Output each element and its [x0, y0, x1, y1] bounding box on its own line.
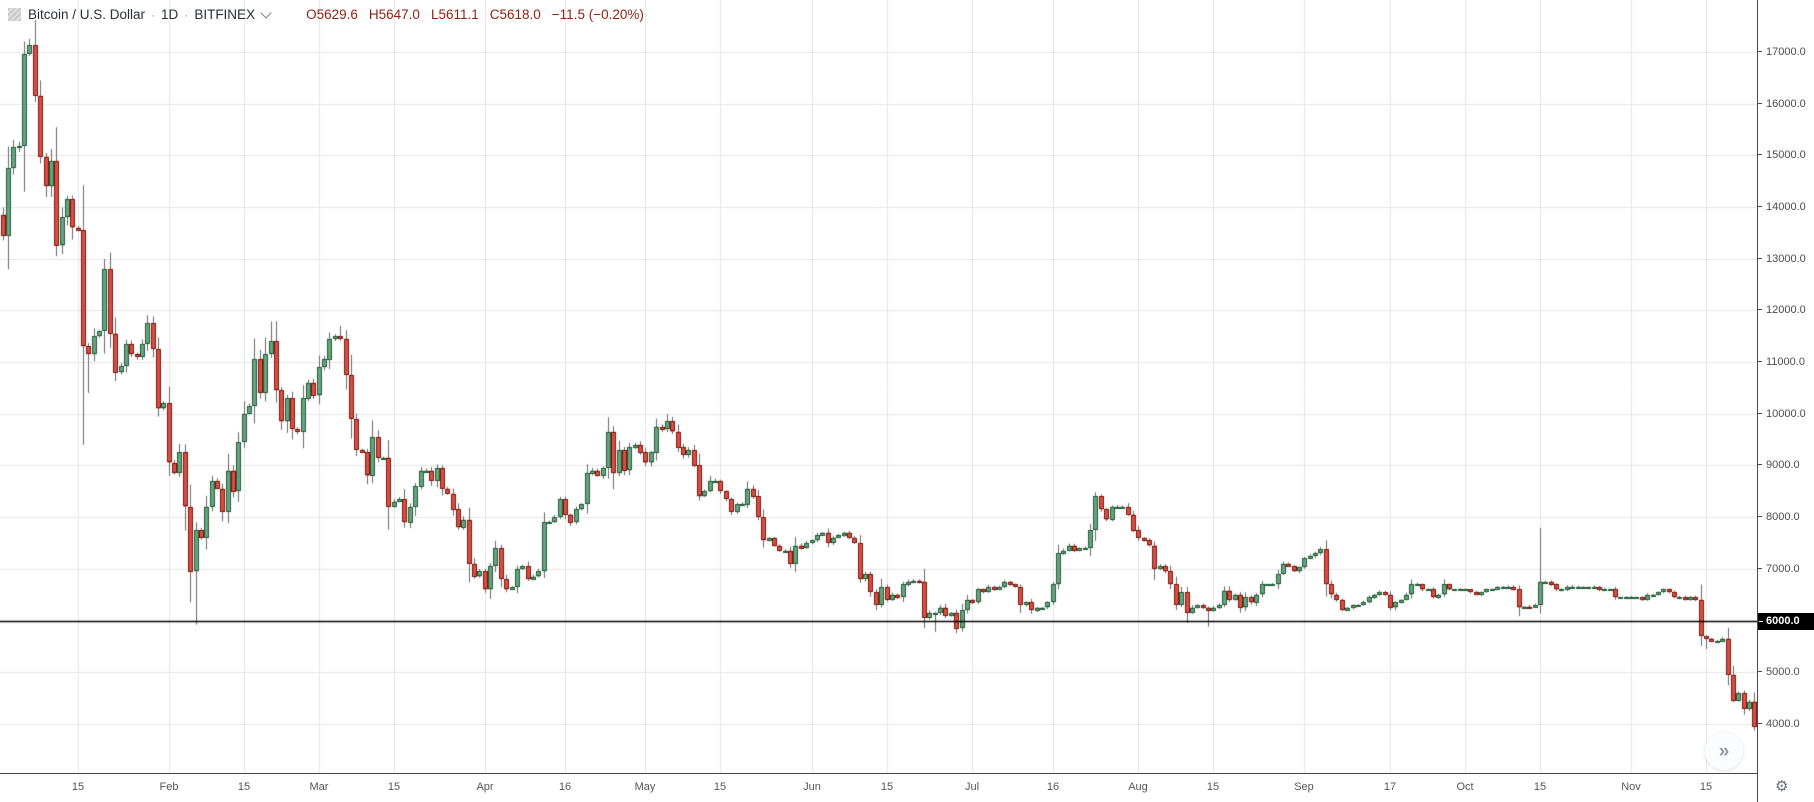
price-axis[interactable]: 17000.0 16000.0 15000.0 14000.0 13000.0 12000… [1757, 0, 1814, 802]
time-tick-label: 15 [1699, 781, 1713, 793]
time-tick-label: Aug [1128, 781, 1148, 793]
time-tick-label: Jul [964, 781, 980, 793]
price-line-label: 6000.0 [1758, 613, 1814, 630]
time-tick-label: 15 [71, 781, 85, 793]
time-tick-label: May [634, 781, 656, 793]
time-tick-label: Nov [1621, 781, 1641, 793]
time-tick-label: Mar [309, 781, 329, 793]
time-tick-label: 17 [1383, 781, 1397, 793]
separator-dot: · [151, 7, 156, 22]
time-tick-label: 15 [1206, 781, 1220, 793]
time-tick-label: 15 [713, 781, 727, 793]
time-tick-label: Sep [1294, 781, 1314, 793]
chevron-down-icon[interactable] [260, 7, 272, 19]
time-tick-label: Oct [1456, 781, 1474, 793]
open-value: O5629.6 [306, 7, 358, 22]
time-tick-label: 16 [558, 781, 572, 793]
time-tick-label: 15 [1533, 781, 1547, 793]
interval-label[interactable]: 1D [161, 7, 179, 22]
candlestick-chart[interactable] [0, 0, 1757, 773]
double-chevron-right-icon: » [1718, 740, 1730, 762]
time-tick-label: Feb [159, 781, 179, 793]
gear-icon[interactable]: ⚙ [1775, 778, 1789, 795]
separator-dot: · [184, 7, 189, 22]
time-tick-label: 16 [1046, 781, 1060, 793]
ohlc-readout: O5629.6 H5647.0 L5611.1 C5618.0 −11.5 (−… [306, 7, 644, 22]
high-value: H5647.0 [368, 7, 420, 22]
chart-legend: Bitcoin / U.S. Dollar · 1D · BITFINEX O5… [8, 7, 644, 22]
tick-mark [1759, 621, 1763, 622]
time-tick-label: 15 [237, 781, 251, 793]
time-tick-label: 15 [387, 781, 401, 793]
time-tick-label: Jun [803, 781, 821, 793]
time-tick-label: Apr [476, 781, 494, 793]
close-value: C5618.0 [489, 7, 541, 22]
time-tick-label: 15 [880, 781, 894, 793]
time-axis[interactable]: 15 Feb 15 Mar 15 Apr 16 May 15 Jun 15 Jul 16 Aug 15 Sep… [0, 773, 1814, 802]
scroll-to-recent-button[interactable]: » [1705, 732, 1743, 770]
low-value: L5611.1 [430, 7, 479, 22]
symbol-icon [8, 8, 21, 21]
exchange-label[interactable]: BITFINEX [194, 7, 256, 22]
change-value: −11.5 (−0.20%) [551, 7, 644, 22]
symbol-title[interactable]: Bitcoin / U.S. Dollar [28, 7, 146, 22]
